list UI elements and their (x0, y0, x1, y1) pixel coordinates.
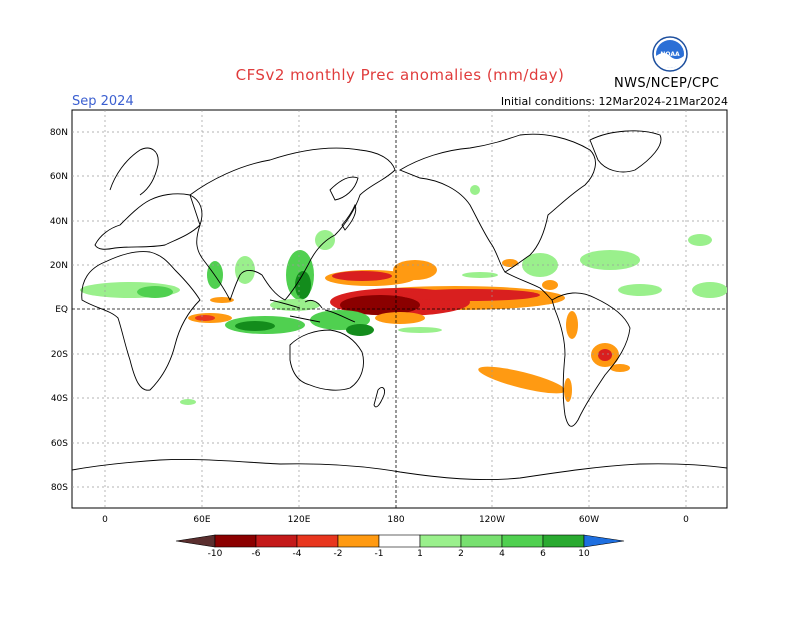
legend-label: 6 (540, 549, 546, 559)
color-legend (175, 534, 625, 548)
agency-label: NWS/NCEP/CPC (614, 76, 720, 91)
lat-label: 80S (51, 483, 68, 493)
legend-swatch (542, 534, 585, 548)
legend-arrow-low (175, 534, 216, 548)
lon-label: 0 (683, 515, 689, 525)
legend-swatch (214, 534, 257, 548)
legend-label: 1 (417, 549, 423, 559)
lat-label: 60S (51, 439, 68, 449)
coastlines (72, 130, 727, 481)
lat-label: 20N (50, 261, 68, 271)
lat-label: 40N (50, 217, 68, 227)
legend-swatch (460, 534, 503, 548)
lon-label: 120E (288, 515, 311, 525)
lon-label: 120W (479, 515, 505, 525)
legend-label: 10 (578, 549, 590, 559)
legend-arrow-high (583, 534, 625, 548)
lon-label: 180 (387, 515, 404, 525)
legend-swatch (337, 534, 380, 548)
legend-swatch (419, 534, 462, 548)
lat-label: 80N (50, 128, 68, 138)
lat-label: 20S (51, 350, 68, 360)
legend-swatch (378, 534, 421, 548)
legend-swatch (501, 534, 544, 548)
legend-label: -2 (334, 549, 343, 559)
lon-label: 60W (579, 515, 599, 525)
reference-lines (72, 110, 727, 508)
legend-label: -1 (375, 549, 384, 559)
lon-label: 0 (102, 515, 108, 525)
legend-label: 4 (499, 549, 505, 559)
legend-label: 2 (458, 549, 464, 559)
legend-label: -4 (293, 549, 302, 559)
legend-swatch (255, 534, 298, 548)
longitude-labels: 0 60E 120E 180 120W 60W 0 (102, 515, 689, 525)
svg-text:NOAA: NOAA (660, 51, 680, 58)
lat-label: 40S (51, 394, 68, 404)
lon-label: 60E (193, 515, 210, 525)
map-title: CFSv2 monthly Prec anomalies (mm/day) (235, 66, 565, 84)
latitude-labels: 80N 60N 40N 20N EQ 20S 40S 60S 80S (50, 128, 68, 493)
legend-swatch (296, 534, 339, 548)
initial-conditions: Initial conditions: 12Mar2024-21Mar2024 (500, 95, 728, 108)
noaa-logo-icon: NOAA (652, 36, 688, 72)
legend-labels: -10 -6 -4 -2 -1 1 2 4 6 10 (208, 549, 590, 559)
forecast-month: Sep 2024 (72, 94, 134, 109)
lat-label: 60N (50, 172, 68, 182)
legend-label: -6 (252, 549, 261, 559)
legend-label: -10 (208, 549, 223, 559)
lat-label: EQ (55, 305, 68, 315)
